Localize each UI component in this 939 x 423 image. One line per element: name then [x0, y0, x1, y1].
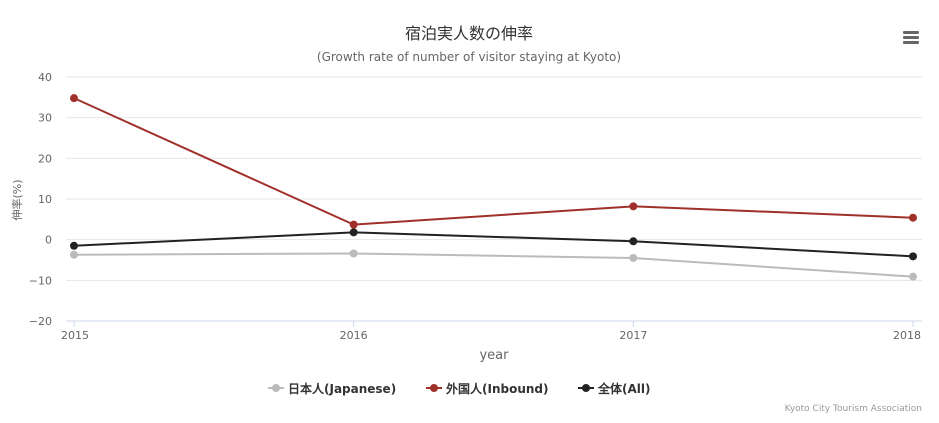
y-tick-label: −10	[29, 274, 52, 287]
y-axis-ticks: −20 −10 0 10 20 30 40	[29, 71, 52, 328]
y-tick-label: −20	[29, 315, 52, 328]
y-tick-label: 20	[38, 152, 52, 165]
data-point[interactable]	[70, 241, 78, 250]
y-tick-label: 30	[38, 112, 52, 125]
x-tick-label: 2015	[61, 329, 89, 342]
x-tick-label: 2018	[893, 329, 921, 342]
legend-label: 外国人(Inbound)	[446, 381, 549, 396]
y-tick-label: 0	[45, 234, 52, 247]
legend-marker	[272, 384, 280, 392]
data-point[interactable]	[629, 202, 638, 211]
data-point[interactable]	[349, 249, 358, 258]
data-point[interactable]	[349, 228, 358, 237]
x-tick-label: 2016	[340, 329, 368, 342]
series-line	[73, 231, 914, 258]
legend-label: 日本人(Japanese)	[288, 381, 396, 396]
series-group	[70, 94, 917, 281]
legend-item[interactable]: 全体(All)	[578, 381, 650, 396]
data-point[interactable]	[629, 237, 638, 246]
x-axis-ticks: 2015 2016 2017 2018	[61, 321, 921, 342]
legend-item[interactable]: 外国人(Inbound)	[426, 381, 549, 396]
series-line	[73, 97, 914, 226]
legend-label: 全体(All)	[597, 381, 650, 396]
chart-title: 宿泊実人数の伸率	[405, 24, 533, 43]
chart-subtitle: (Growth rate of number of visitor stayin…	[317, 50, 621, 64]
data-point[interactable]	[909, 213, 917, 222]
y-tick-label: 40	[38, 71, 52, 84]
data-point[interactable]	[909, 252, 917, 261]
data-point[interactable]	[70, 250, 78, 259]
data-point[interactable]	[629, 253, 638, 262]
y-axis-title: 伸率(%)	[10, 179, 24, 220]
x-axis-title: year	[479, 348, 509, 363]
legend-item[interactable]: 日本人(Japanese)	[268, 381, 396, 396]
credit-text: Kyoto City Tourism Association	[785, 404, 922, 414]
grid-lines	[66, 76, 922, 322]
legend-marker	[430, 384, 438, 392]
y-tick-label: 10	[38, 193, 52, 206]
legend: 日本人(Japanese) 外国人(Inbound) 全体(All)	[268, 381, 650, 396]
series-line	[73, 252, 914, 278]
legend-marker	[582, 384, 590, 392]
x-tick-label: 2017	[619, 329, 647, 342]
data-point[interactable]	[909, 272, 917, 281]
hamburger-menu-icon[interactable]	[896, 24, 926, 50]
data-point[interactable]	[349, 220, 358, 229]
data-point[interactable]	[70, 94, 78, 103]
